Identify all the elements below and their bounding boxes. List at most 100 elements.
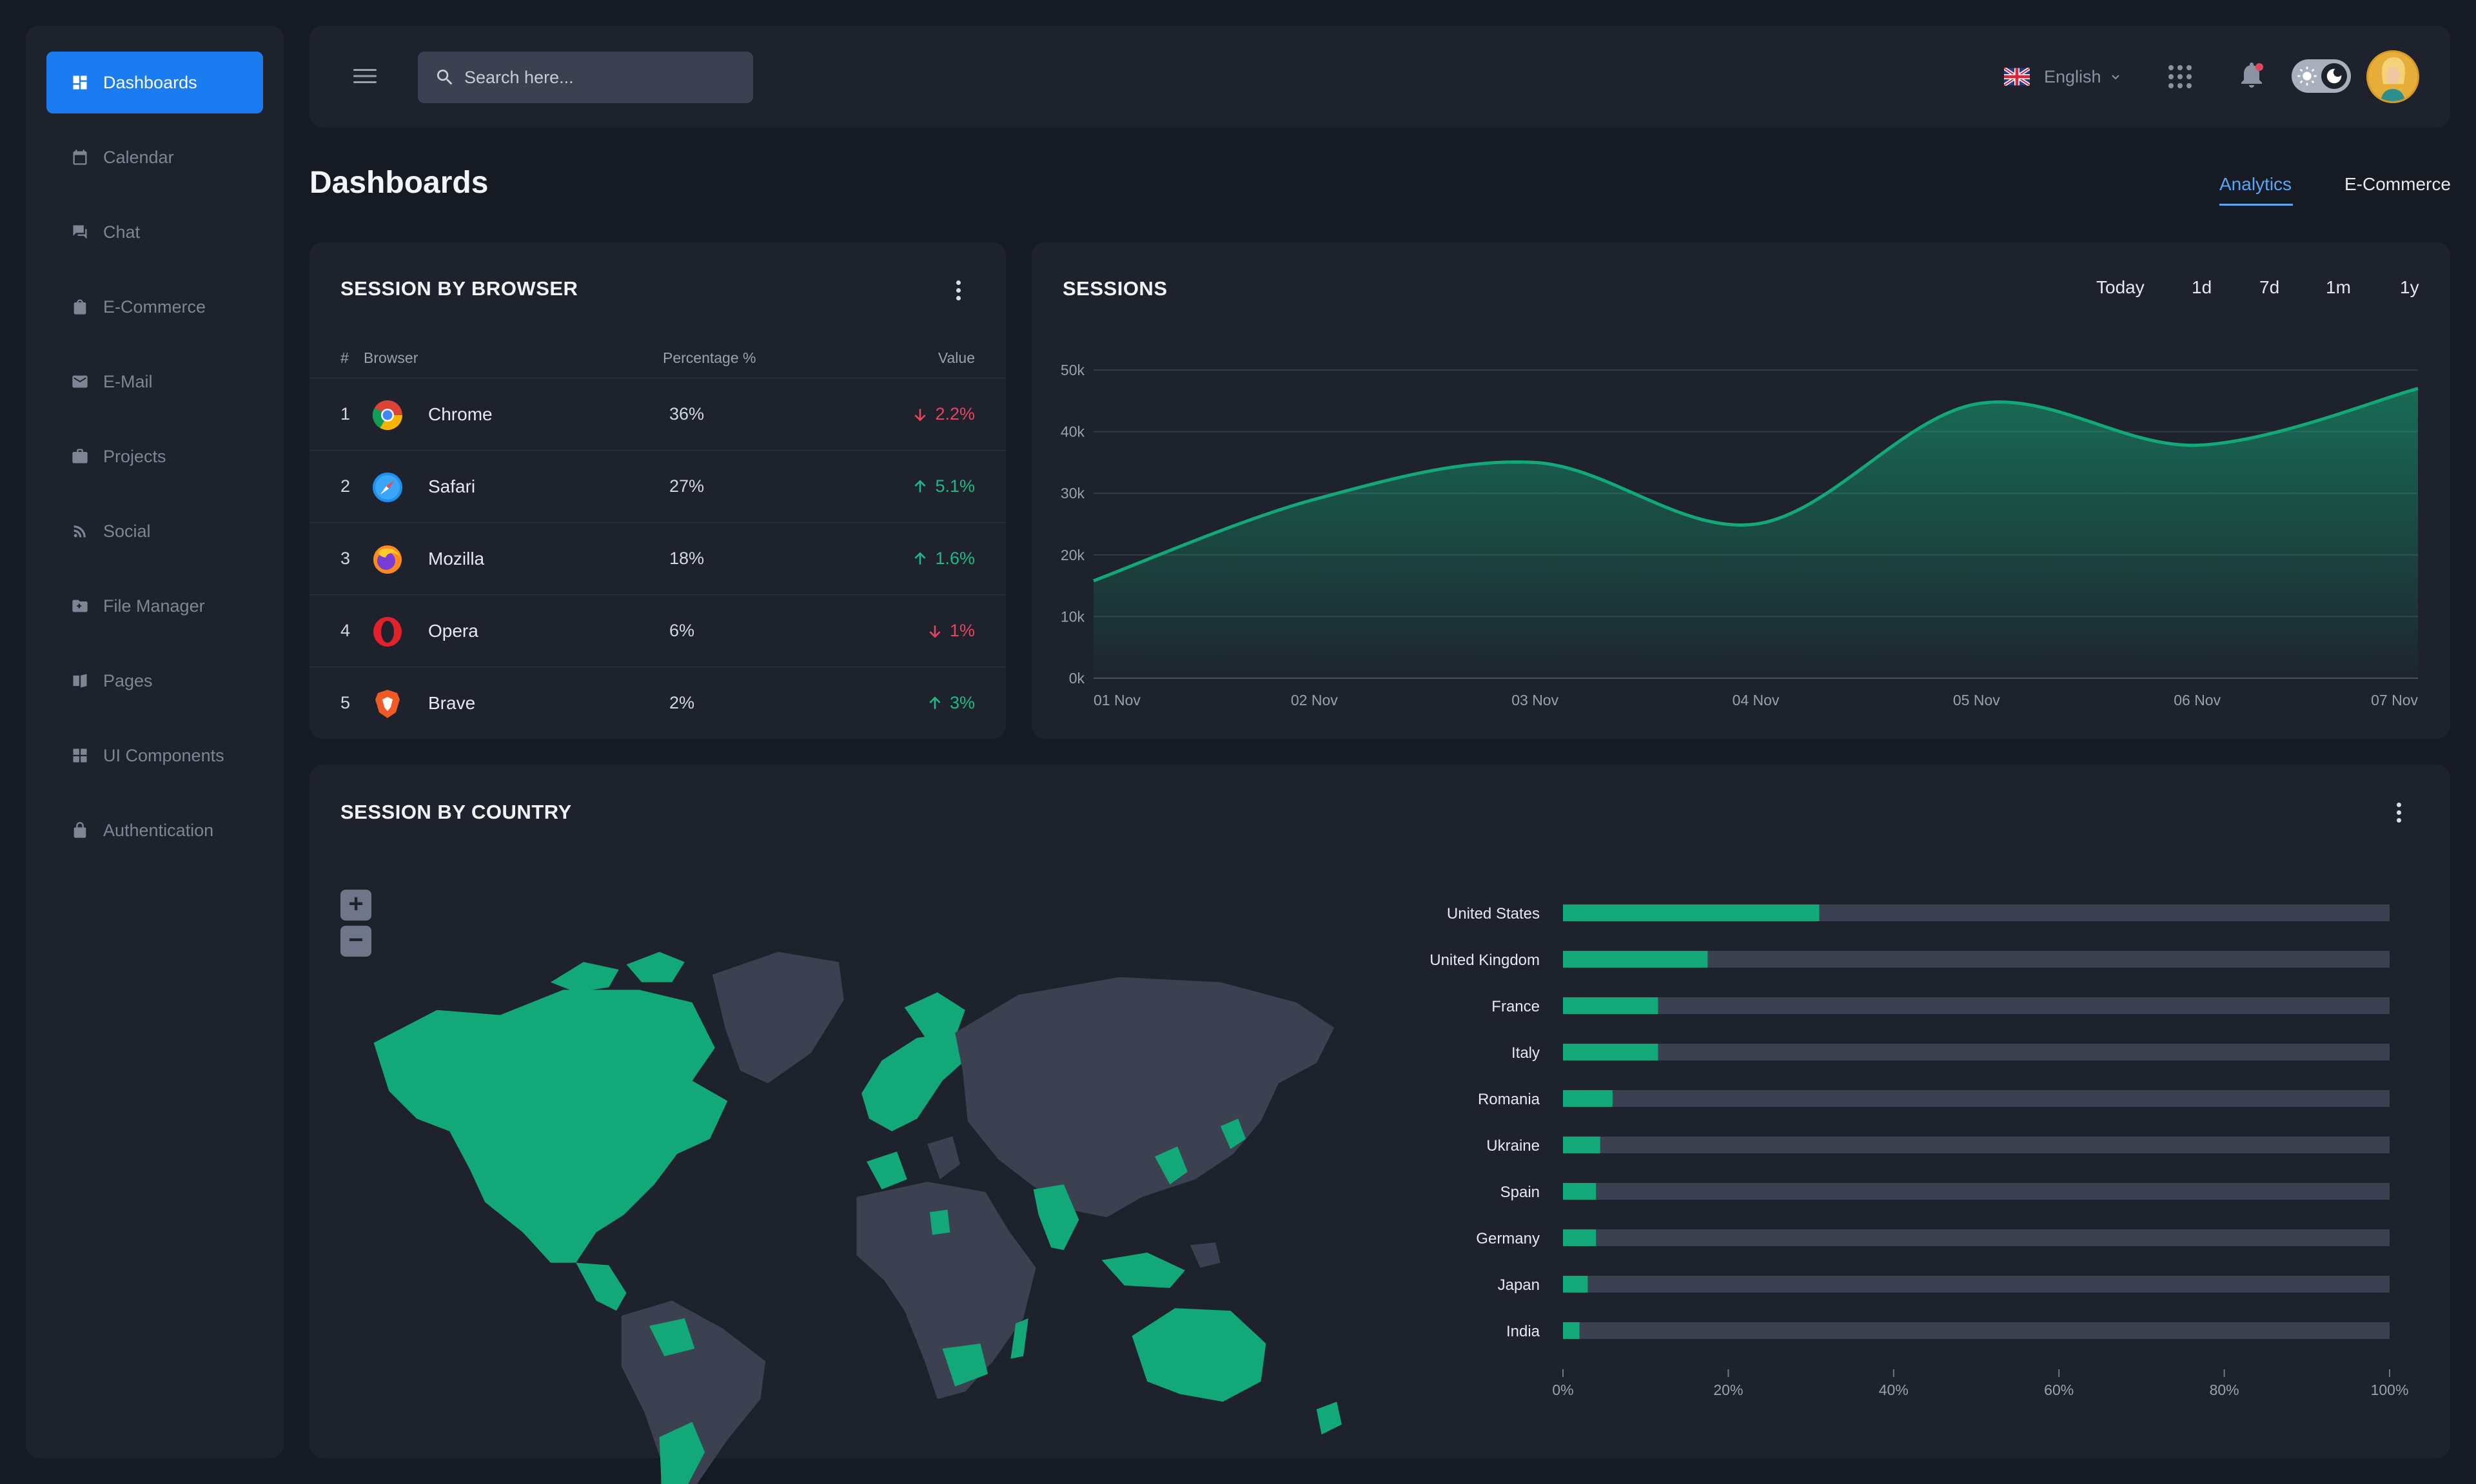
hamburger-menu-icon[interactable] — [352, 63, 378, 89]
range-1y[interactable]: 1y — [2400, 277, 2419, 297]
bar-track — [1563, 1229, 2390, 1246]
rss-icon — [74, 525, 86, 538]
uk-flag-icon — [2004, 68, 2030, 86]
range-1d[interactable]: 1d — [2192, 277, 2212, 297]
x-tick-label: 06 Nov — [2174, 692, 2221, 708]
session-by-browser-card: SESSION BY BROWSER # Browser Percentage … — [310, 242, 1006, 739]
x-tick-label: 02 Nov — [1291, 692, 1338, 708]
apps-grid-icon[interactable] — [2168, 64, 2192, 89]
sidebar-item-file-manager[interactable]: File Manager — [46, 575, 263, 637]
browser-percentage: 36% — [669, 404, 705, 424]
country-bar — [1563, 1322, 1580, 1339]
brave-icon — [371, 688, 404, 720]
country-bar — [1563, 1276, 1588, 1293]
sidebar-item-e-mail[interactable]: E-Mail — [46, 351, 263, 413]
page-title: Dashboards — [310, 166, 489, 200]
bar-track — [1563, 997, 2390, 1014]
range-today[interactable]: Today — [2096, 277, 2145, 297]
country-bar — [1563, 997, 1658, 1014]
arrow-up-icon — [929, 696, 941, 709]
browser-value: 2.2% — [912, 404, 975, 424]
map-zoom-out-button[interactable]: − — [340, 926, 371, 957]
country-label: Germany — [1476, 1230, 1540, 1247]
sidebar-item-ui-components[interactable]: UI Components — [46, 725, 263, 786]
arrow-down-icon — [929, 625, 941, 638]
y-tick-label: 50k — [1061, 362, 1085, 378]
sidebar-item-e-commerce[interactable]: E-Commerce — [46, 276, 263, 338]
sidebar-item-chat[interactable]: Chat — [46, 201, 263, 263]
country-bar — [1563, 1044, 1658, 1060]
moon-icon — [2326, 68, 2342, 84]
table-row: 2 Safari 27% 5.1% — [310, 450, 1006, 522]
shopping-bag-icon — [74, 299, 86, 315]
tab-ecommerce[interactable]: E-Commerce — [2344, 174, 2451, 194]
x-tick-label: 40% — [1879, 1381, 1909, 1398]
language-label: English — [2044, 66, 2101, 86]
bar-track — [1563, 1090, 2390, 1107]
bar-track — [1563, 1322, 2390, 1339]
sidebar-item-social[interactable]: Social — [46, 500, 263, 562]
country-label: Spain — [1500, 1184, 1540, 1201]
column-header-browser: Browser — [364, 349, 418, 366]
map-zoom-in-button[interactable]: + — [340, 890, 371, 921]
x-tick-label: 03 Nov — [1511, 692, 1558, 708]
search-input[interactable] — [464, 67, 735, 88]
value-text: 5.1% — [935, 476, 975, 496]
tab-active-underline — [2219, 204, 2293, 206]
country-bar — [1563, 951, 1708, 968]
bar-track — [1563, 1183, 2390, 1200]
sidebar-item-pages[interactable]: Pages — [46, 650, 263, 712]
sidebar-item-authentication[interactable]: Authentication — [46, 799, 263, 861]
sidebar-item-label: UI Components — [103, 745, 224, 765]
country-bar — [1563, 1183, 1597, 1200]
search-box[interactable] — [418, 52, 753, 103]
bar-track — [1563, 1137, 2390, 1153]
country-label: Romania — [1478, 1091, 1540, 1108]
table-row: 1 Chrome 36% 2.2% — [310, 378, 1006, 450]
y-tick-label: 30k — [1061, 485, 1085, 502]
sidebar-item-label: Dashboards — [103, 72, 197, 92]
sidebar-item-label: Authentication — [103, 820, 214, 840]
sidebar-item-dashboards[interactable]: Dashboards — [46, 52, 263, 113]
sidebar-item-label: File Manager — [103, 596, 205, 616]
x-tick-label: 20% — [1713, 1381, 1743, 1398]
sun-icon — [2297, 66, 2317, 86]
opera-icon — [371, 616, 404, 648]
more-options-icon[interactable] — [2395, 801, 2402, 826]
chat-icon — [73, 225, 87, 239]
country-bar — [1563, 904, 1820, 921]
sidebar-item-label: Projects — [103, 446, 166, 466]
safari-icon — [371, 471, 404, 503]
country-label: India — [1506, 1323, 1540, 1340]
more-options-icon[interactable] — [954, 278, 962, 304]
sidebar-item-calendar[interactable]: Calendar — [46, 126, 263, 188]
range-1m[interactable]: 1m — [2326, 277, 2351, 297]
range-7d[interactable]: 7d — [2259, 277, 2280, 297]
browser-percentage: 18% — [669, 549, 705, 568]
column-header-value: Value — [938, 349, 975, 366]
value-text: 2.2% — [935, 404, 975, 424]
sidebar: Dashboards Calendar Chat E-Commerce E-Mail Pr… — [26, 26, 284, 1458]
browser-value: 1.6% — [912, 549, 975, 569]
country-label: United States — [1447, 905, 1540, 923]
browser-name: Chrome — [428, 404, 493, 424]
world-map[interactable] — [361, 926, 1625, 1484]
country-bar-chart: United States United Kingdom France Italy Ro… — [1430, 904, 2408, 1398]
language-selector[interactable]: English — [2004, 62, 2123, 92]
browser-percentage: 27% — [669, 476, 705, 496]
country-bar — [1563, 1229, 1597, 1246]
notification-bell-icon[interactable] — [2237, 62, 2266, 90]
sidebar-item-label: Pages — [103, 670, 153, 690]
tab-analytics[interactable]: Analytics — [2219, 174, 2292, 194]
y-tick-label: 20k — [1061, 547, 1085, 563]
row-number: 5 — [340, 693, 351, 712]
browser-name: Brave — [428, 693, 476, 713]
column-header-num: # — [340, 349, 349, 366]
user-avatar[interactable] — [2366, 50, 2419, 103]
value-text: 3% — [949, 693, 975, 712]
country-bar — [1563, 1137, 1600, 1153]
sidebar-item-label: E-Mail — [103, 371, 153, 391]
theme-toggle[interactable] — [2292, 59, 2351, 93]
sidebar-item-projects[interactable]: Projects — [46, 425, 263, 487]
browser-percentage: 6% — [669, 621, 695, 640]
